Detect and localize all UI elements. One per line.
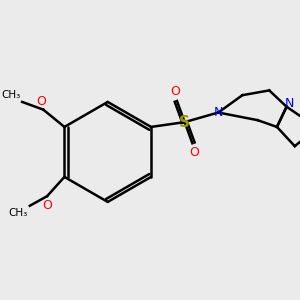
Text: N: N <box>285 98 294 110</box>
Text: O: O <box>36 95 46 108</box>
Text: O: O <box>189 146 199 159</box>
Text: CH₃: CH₃ <box>9 208 28 218</box>
Text: S: S <box>179 115 190 130</box>
Text: O: O <box>170 85 180 98</box>
Text: N: N <box>214 106 223 119</box>
Text: O: O <box>42 199 52 212</box>
Text: CH₃: CH₃ <box>1 90 20 100</box>
